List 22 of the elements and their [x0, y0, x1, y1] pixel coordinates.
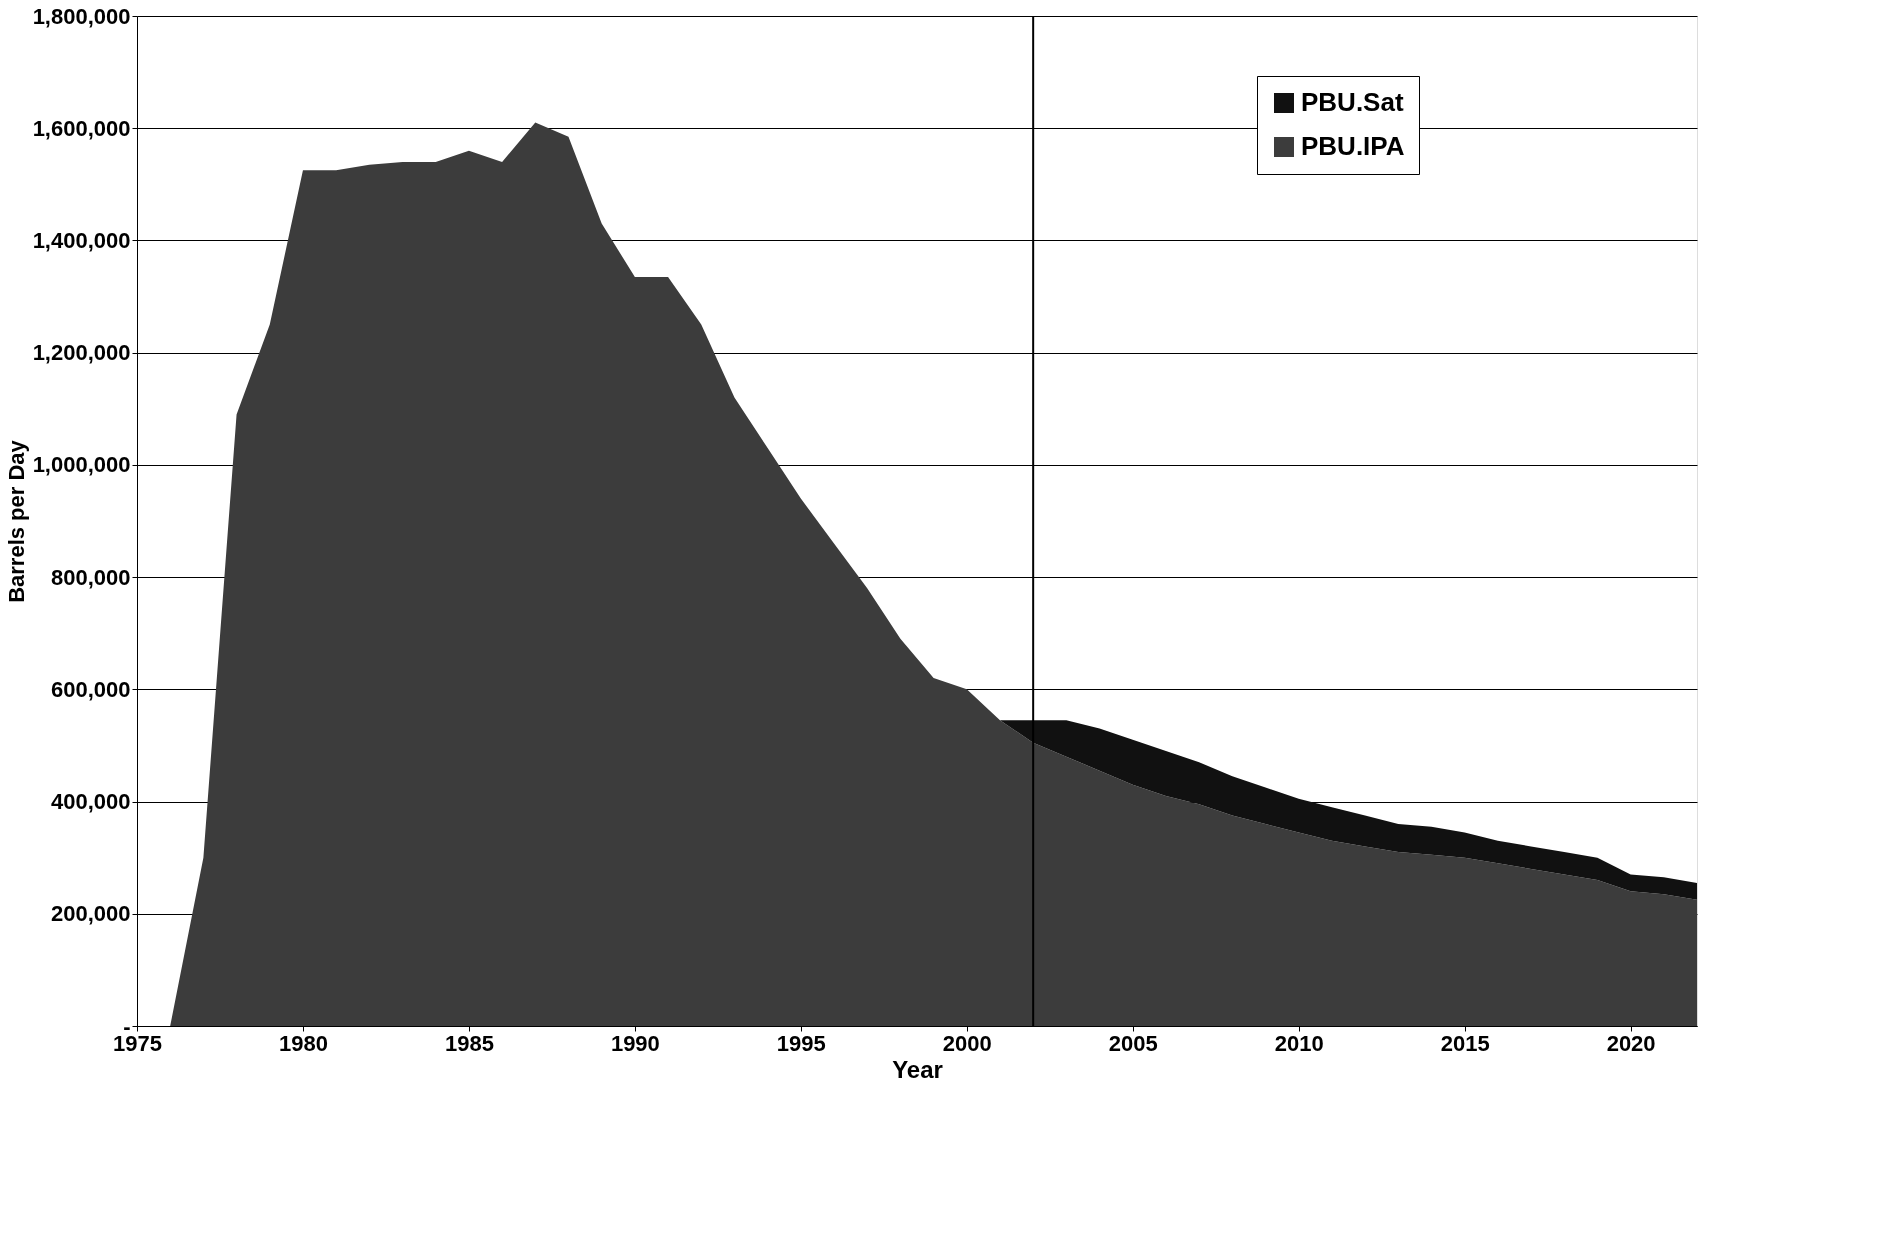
- y-tick-label: 1,200,000: [32, 340, 131, 366]
- x-tick-label: 2000: [942, 1030, 992, 1056]
- x-tick-label: 2015: [1440, 1030, 1490, 1056]
- y-tick-label: 200,000: [50, 901, 131, 927]
- x-tick-label: 2020: [1606, 1030, 1656, 1056]
- legend-label: PBU.IPA: [1301, 131, 1405, 161]
- x-axis-title: Year: [892, 1055, 943, 1083]
- y-tick-label: 800,000: [50, 564, 131, 590]
- x-tick-label: 1980: [278, 1030, 328, 1056]
- y-axis-title: Barrels per Day: [3, 439, 29, 603]
- y-tick-label: 1,800,000: [32, 3, 131, 29]
- legend-label: PBU.Sat: [1301, 87, 1404, 117]
- x-tick-label: 1985: [444, 1030, 494, 1056]
- x-tick-label: 2005: [1108, 1030, 1158, 1056]
- x-tick-label: 1990: [610, 1030, 660, 1056]
- x-tick-label: 2010: [1274, 1030, 1324, 1056]
- y-tick-label: 1,600,000: [32, 115, 131, 141]
- y-tick-label: 1,000,000: [32, 452, 131, 478]
- y-tick-label: 600,000: [50, 676, 131, 702]
- y-tick-label: 400,000: [50, 789, 131, 815]
- y-tick-label: 1,400,000: [32, 227, 131, 253]
- x-tick-label: 1995: [776, 1030, 826, 1056]
